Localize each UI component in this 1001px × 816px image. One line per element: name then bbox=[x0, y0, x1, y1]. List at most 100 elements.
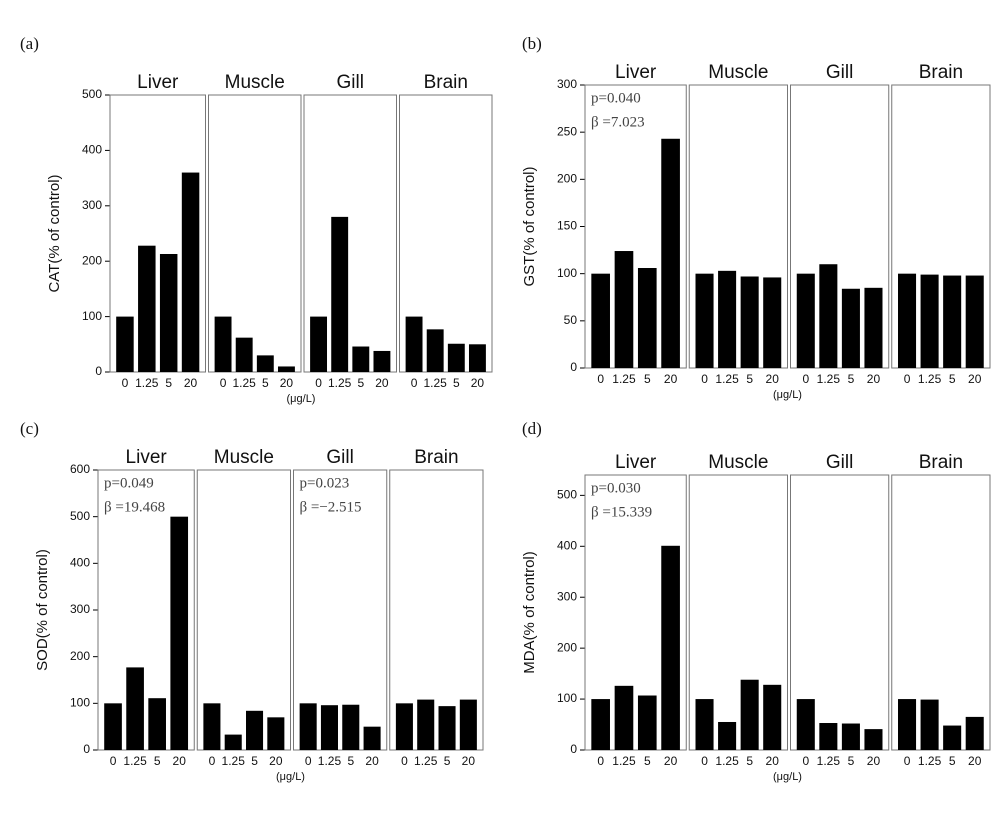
group-title: Gill bbox=[826, 62, 853, 83]
group-title: Muscle bbox=[214, 447, 274, 468]
x-tick-label: 0 bbox=[305, 754, 312, 768]
bar bbox=[224, 734, 242, 750]
x-tick-label: 5 bbox=[165, 376, 172, 390]
bar bbox=[395, 703, 413, 750]
bar bbox=[447, 343, 465, 372]
x-tick-label: 20 bbox=[766, 372, 780, 386]
x-tick-label: 1.25 bbox=[318, 754, 342, 768]
group-title: Gill bbox=[326, 447, 353, 468]
bar bbox=[965, 275, 984, 368]
x-tick-label: 1.25 bbox=[612, 372, 636, 386]
group-frame bbox=[109, 94, 206, 373]
x-tick-label: 0 bbox=[220, 376, 227, 390]
x-tick-label: 20 bbox=[968, 754, 982, 768]
x-tick-label: 1.25 bbox=[424, 376, 448, 390]
x-tick-label: 5 bbox=[357, 376, 364, 390]
y-tick-label: 300 bbox=[70, 602, 90, 616]
x-tick-label: 5 bbox=[949, 372, 956, 386]
x-tick-label: 0 bbox=[401, 754, 408, 768]
y-tick-label: 0 bbox=[570, 742, 577, 756]
x-tick-label: 1.25 bbox=[222, 754, 246, 768]
bar bbox=[637, 695, 657, 750]
x-tick-label: 1.25 bbox=[918, 754, 942, 768]
x-tick-label: 5 bbox=[444, 754, 451, 768]
x-tick-label: 5 bbox=[746, 372, 753, 386]
bar bbox=[695, 273, 714, 368]
bar bbox=[819, 723, 838, 750]
x-unit: (μg/L) bbox=[287, 393, 316, 405]
bar bbox=[718, 721, 737, 750]
group-frame bbox=[790, 84, 890, 369]
bar bbox=[363, 726, 381, 750]
group-title: Muscle bbox=[708, 62, 768, 83]
bar bbox=[277, 366, 295, 372]
group-frame bbox=[790, 474, 890, 751]
bar bbox=[126, 667, 144, 750]
bar bbox=[148, 698, 166, 750]
group-title: Gill bbox=[826, 452, 853, 473]
x-tick-label: 0 bbox=[802, 754, 809, 768]
x-unit: (μg/L) bbox=[773, 771, 802, 783]
x-tick-label: 20 bbox=[664, 372, 678, 386]
x-tick-label: 5 bbox=[848, 372, 855, 386]
bar bbox=[438, 706, 456, 750]
y-tick-label: 200 bbox=[557, 640, 577, 654]
x-tick-label: 20 bbox=[269, 754, 283, 768]
bar bbox=[661, 545, 680, 750]
x-tick-label: 20 bbox=[664, 754, 678, 768]
bar bbox=[864, 729, 883, 750]
bar bbox=[965, 716, 984, 750]
x-tick-label: 1.25 bbox=[612, 754, 636, 768]
bar bbox=[695, 699, 714, 750]
group-title: Liver bbox=[126, 447, 168, 468]
group-frame bbox=[208, 94, 302, 373]
bar bbox=[299, 703, 317, 750]
group-frame bbox=[97, 469, 195, 751]
y-tick-label: 0 bbox=[570, 360, 577, 374]
group-frame bbox=[389, 469, 484, 751]
group-frame bbox=[303, 94, 397, 373]
annotation: β =7.023 bbox=[591, 114, 645, 130]
x-tick-label: 20 bbox=[867, 372, 881, 386]
bar bbox=[170, 516, 189, 750]
y-axis-label: GST(% of control) bbox=[521, 166, 538, 286]
y-tick-label: 100 bbox=[557, 691, 577, 705]
x-tick-label: 1.25 bbox=[328, 376, 352, 390]
group-frame bbox=[584, 84, 687, 369]
bar bbox=[740, 276, 759, 368]
bar bbox=[661, 138, 680, 368]
group-frame bbox=[891, 84, 991, 369]
x-tick-label: 5 bbox=[154, 754, 161, 768]
x-unit: (μg/L) bbox=[773, 389, 802, 401]
bar bbox=[159, 253, 178, 372]
group-title: Muscle bbox=[225, 72, 285, 93]
y-tick-label: 300 bbox=[557, 77, 577, 91]
x-tick-label: 5 bbox=[453, 376, 460, 390]
group-title: Brain bbox=[424, 72, 468, 93]
bar bbox=[468, 344, 486, 372]
bar bbox=[104, 703, 122, 750]
annotation: β =19.468 bbox=[104, 499, 165, 515]
bar bbox=[246, 710, 264, 750]
annotation: p=0.023 bbox=[300, 475, 350, 491]
x-tick-label: 0 bbox=[122, 376, 129, 390]
group-frame bbox=[399, 94, 493, 373]
x-tick-label: 0 bbox=[597, 754, 604, 768]
group-frame bbox=[293, 469, 388, 751]
x-tick-label: 5 bbox=[251, 754, 258, 768]
y-tick-label: 500 bbox=[70, 509, 90, 523]
annotation: p=0.030 bbox=[591, 480, 641, 496]
bar bbox=[342, 704, 360, 750]
bar bbox=[819, 264, 838, 368]
x-tick-label: 5 bbox=[848, 754, 855, 768]
bar bbox=[352, 346, 370, 372]
panel-label: (b) bbox=[522, 34, 542, 53]
bar bbox=[796, 699, 815, 750]
bar bbox=[763, 277, 782, 368]
bar bbox=[614, 685, 634, 750]
group-title: Gill bbox=[337, 72, 364, 93]
bar bbox=[591, 273, 610, 368]
bar bbox=[459, 699, 477, 750]
y-tick-label: 100 bbox=[82, 309, 102, 323]
x-tick-label: 5 bbox=[644, 754, 651, 768]
